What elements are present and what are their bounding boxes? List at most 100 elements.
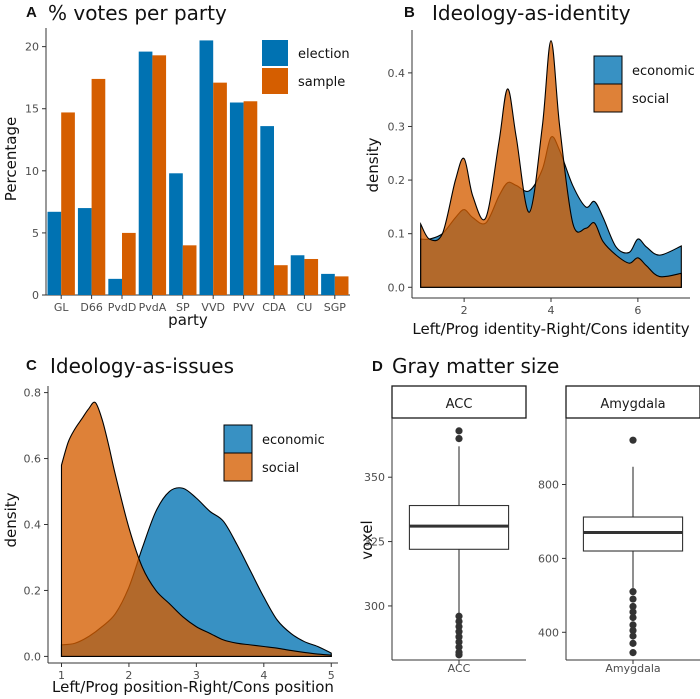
legend-label-election: election: [298, 47, 350, 62]
panel-a-x-tick-label: CDA: [262, 301, 286, 314]
facet-acc-x-tick-label: ACC: [448, 662, 471, 675]
outlier-point: [629, 608, 637, 616]
bar-sample-pvv: [243, 101, 258, 295]
panel-a-legend: election sample: [262, 40, 350, 94]
legend-label-economic: economic: [262, 433, 325, 448]
panel-b-title: Ideology-as-identity: [432, 1, 631, 25]
panel-a-x-tick-label: PVV: [233, 301, 255, 314]
panel-a-x-tick-label: SP: [176, 301, 190, 314]
outlier-point: [455, 651, 463, 659]
panel-b-legend: economic social: [593, 55, 695, 113]
panel-c-y-tick-label: 0.8: [24, 387, 42, 400]
outlier-point: [629, 649, 637, 657]
panel-c-y-tick-label: 0.6: [24, 453, 42, 466]
panel-a-y-tick-label: 20: [25, 41, 39, 54]
facet-strip-acc: [391, 385, 527, 419]
outlier-point: [455, 628, 463, 636]
outlier-point: [455, 434, 463, 443]
panel-b-x-ticks: 2 4 6: [461, 298, 641, 317]
panel-b-x-tick-label: 6: [634, 304, 641, 317]
outlier-point: [629, 613, 637, 622]
panel-c-y-tick-label: 0.2: [24, 584, 42, 597]
panel-c-y-axis-title: density: [2, 492, 20, 547]
outlier-point: [455, 612, 463, 620]
outlier-point: [629, 436, 637, 444]
facet-amygdala-boxplot: [582, 436, 684, 657]
panel-b-y-tick-label: 0.2: [388, 174, 406, 187]
bar-election-pvdd: [108, 278, 122, 295]
panel-a-x-tick-label: SGP: [324, 301, 347, 314]
bar-sample-gl: [61, 112, 75, 296]
bar-election-pvv: [229, 102, 244, 295]
panel-a-x-ticks: GL D66 PvdD PvdA SP VVD PVV CDA CU SGP: [54, 295, 346, 314]
bar-election-cda: [260, 126, 274, 295]
outlier-point: [629, 602, 637, 611]
panel-b-y-ticks: 0.0 0.1 0.2 0.3 0.4: [388, 30, 690, 299]
bar-election-vvd: [199, 40, 214, 295]
panel-c-x-axis-title: Left/Prog position-Right/Cons position: [52, 678, 334, 696]
panel-b-density-areas: [420, 40, 682, 288]
panel-d: D Gray matter size voxel ACC 300 325 350 A…: [358, 354, 700, 675]
panel-d-letter: D: [372, 358, 383, 375]
panel-c-legend: economic social: [223, 424, 325, 482]
outlier-point: [629, 626, 637, 635]
outlier-point: [629, 621, 637, 629]
legend-label-economic: economic: [632, 64, 695, 79]
panel-d-title: Gray matter size: [392, 354, 559, 378]
legend-key-social: [223, 452, 253, 482]
panel-c-x-tick-label: 4: [260, 669, 267, 682]
density-area-social: [60, 401, 332, 657]
facet-acc: ACC 300 325 350 ACC: [364, 385, 527, 675]
panel-a-x-tick-label: PvdA: [139, 301, 167, 314]
panel-c-letter: C: [26, 357, 37, 374]
outlier-point: [629, 595, 637, 603]
outlier-point: [455, 633, 463, 641]
panel-a-x-tick-label: VVD: [201, 301, 225, 314]
facet-amygdala: Amygdala 400 600 800 Amygdala: [538, 385, 700, 675]
panel-c-x-tick-label: 1: [58, 669, 65, 682]
d1-y-tick-label: 400: [538, 626, 559, 639]
panel-c-y-ticks: 0.0 0.2 0.4 0.6 0.8: [24, 386, 338, 664]
facet-strip-label-amygdala: Amygdala: [600, 397, 665, 412]
d0-y-tick-label: 350: [364, 471, 385, 484]
panel-a-x-axis-title: party: [168, 311, 208, 329]
bar-election-sgp: [321, 273, 335, 295]
outlier-point: [629, 632, 637, 640]
panel-b-x-tick-label: 4: [548, 304, 555, 317]
panel-c-x-tick-label: 3: [193, 669, 200, 682]
legend-label-sample: sample: [298, 75, 345, 90]
panel-a-y-axis-title: Percentage: [2, 117, 20, 201]
panel-b-y-axis-title: density: [364, 137, 382, 192]
bar-sample-sp: [182, 245, 197, 295]
legend-key-social: [593, 83, 623, 113]
panel-a-y-tick-label: 10: [25, 165, 39, 178]
panel-a-title: % votes per party: [48, 1, 227, 25]
panel-b-y-tick-label: 0.4: [388, 67, 406, 80]
panel-a-y-tick-label: 0: [32, 289, 39, 302]
panel-d-y-axis-title: voxel: [358, 520, 376, 559]
facet-amygdala-y-ticks: 400 600 800: [538, 418, 700, 664]
outlier-point: [629, 588, 637, 596]
legend-key-economic: [593, 55, 623, 85]
density-area-social: [420, 40, 682, 288]
panel-b-x-tick-label: 2: [461, 304, 468, 317]
legend-key-economic: [223, 424, 253, 454]
panel-a: A % votes per party Percentage party 0 5 1…: [2, 1, 350, 329]
bar-election-cu: [290, 255, 305, 295]
panel-c-y-tick-label: 0.4: [24, 519, 42, 532]
outlier-point: [455, 427, 463, 435]
facet-amygdala-x-tick-label: Amygdala: [605, 662, 660, 675]
d1-y-tick-label: 600: [538, 552, 559, 565]
panel-a-y-tick-label: 15: [25, 103, 39, 116]
facet-acc-y-ticks: 300 325 350: [364, 418, 526, 664]
panel-a-bars: [47, 40, 349, 296]
legend-key-sample: [262, 68, 288, 94]
panel-c-y-tick-label: 0.0: [24, 650, 42, 663]
outlier-point: [455, 638, 463, 646]
panel-b-y-tick-label: 0.1: [388, 228, 406, 241]
bar-sample-cda: [274, 265, 288, 295]
legend-label-social: social: [632, 92, 669, 107]
panel-b-letter: B: [404, 4, 415, 21]
panel-c: C Ideology-as-issues density Left/Prog p…: [2, 354, 338, 696]
facet-acc-boxplot: [408, 427, 510, 659]
